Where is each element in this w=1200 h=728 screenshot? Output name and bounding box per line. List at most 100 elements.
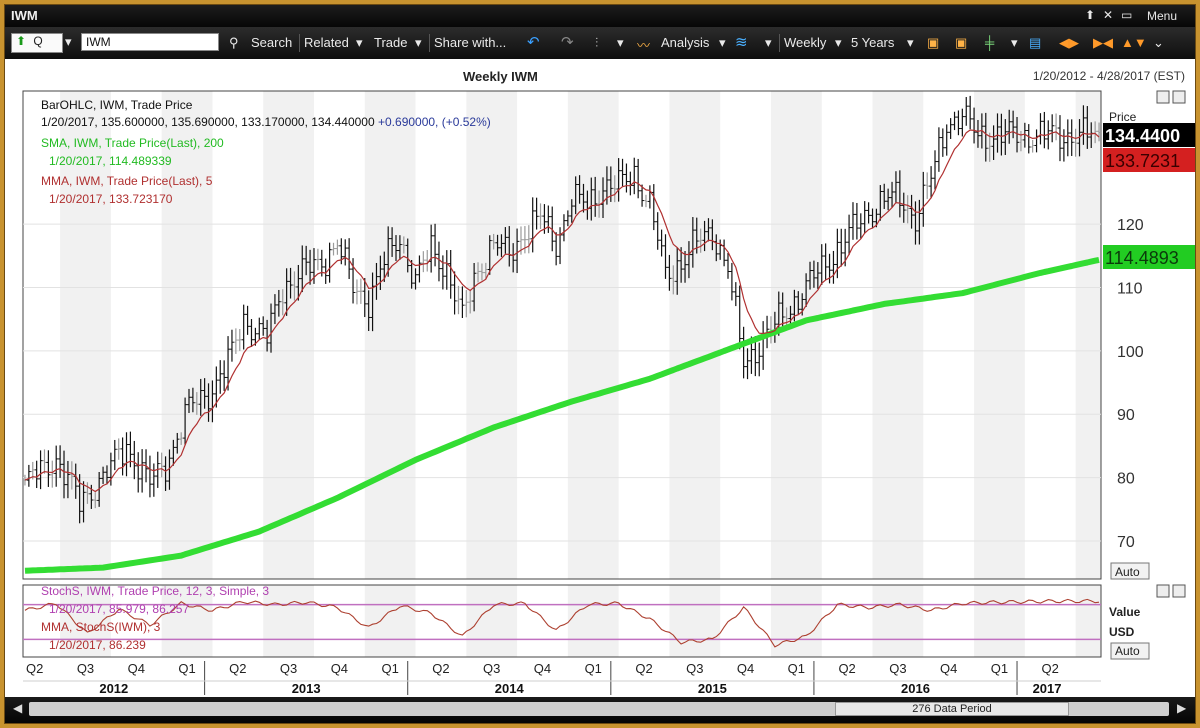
- quarter-band: [1075, 91, 1101, 579]
- sma-200-line: [24, 256, 1100, 574]
- chevron-down-icon[interactable]: ▾: [907, 35, 914, 50]
- studies-icon[interactable]: ≋: [735, 34, 748, 51]
- x-quarter-label: Q3: [889, 661, 906, 676]
- chart-window: IWM ⬆ ✕ ▭ Menu ⬆ Q ▾ IWM ⚲ Search Relate…: [4, 4, 1196, 724]
- legend-stoch-title: StochS, IWM, Trade Price, 12, 3, Simple,…: [41, 584, 269, 598]
- scroll-left-icon[interactable]: ◀: [13, 701, 23, 715]
- price-auto-button[interactable]: [1110, 562, 1150, 580]
- undo-icon[interactable]: ↶: [527, 34, 540, 51]
- quarter-band: [974, 585, 1025, 657]
- quarter-band: [161, 91, 213, 579]
- sma-200-path: [24, 256, 1100, 574]
- scroll-right-icon[interactable]: ▶: [1177, 701, 1187, 715]
- redo-icon[interactable]: ↷: [561, 34, 574, 51]
- x-year-label: 2016: [901, 681, 930, 696]
- close-panel-icon[interactable]: [1172, 90, 1186, 104]
- y-tick-label: 110: [1117, 280, 1143, 297]
- crosshair-icon[interactable]: ╪: [985, 35, 995, 50]
- search-icon[interactable]: ⚲: [229, 35, 239, 50]
- bar-style-icon[interactable]: ⫶: [595, 35, 599, 50]
- x-quarter-label: Q2: [838, 661, 855, 676]
- scroll-thumb[interactable]: 276 Data Period: [835, 702, 1069, 716]
- legend-main-values: 1/20/2017, 135.600000, 135.690000, 133.1…: [41, 115, 491, 129]
- price-axis-labels: Price 134.4400 133.7231 114.4893 Auto: [1103, 90, 1195, 580]
- legend-main-title: BarOHLC, IWM, Trade Price: [41, 98, 193, 112]
- x-year-label: 2017: [1033, 681, 1062, 696]
- x-quarter-label: Q4: [737, 661, 754, 676]
- main-legend: BarOHLC, IWM, Trade Price 1/20/2017, 135…: [41, 98, 491, 206]
- legend-main-change: +0.690000, (+0.52%): [378, 115, 491, 129]
- chevron-down-icon[interactable]: ▾: [719, 35, 726, 50]
- pin-icon[interactable]: ⬆: [1085, 8, 1096, 22]
- time-scroll-bar[interactable]: ◀ 276 Data Period ▶: [5, 697, 1195, 723]
- legend-stoch-mma-value: 1/20/2017, 86.239: [49, 638, 146, 652]
- compare-icon[interactable]: ▣: [955, 35, 968, 50]
- stoch-value-label: Value: [1109, 605, 1141, 619]
- legend-mma-value: 1/20/2017, 133.723170: [49, 192, 173, 206]
- toolbar-divider: [299, 34, 300, 52]
- symbol-mode-dropdown[interactable]: ⬆ Q: [11, 33, 63, 53]
- search-button[interactable]: Search: [251, 35, 293, 50]
- zoom-vertical-icon[interactable]: ▲▼: [1121, 35, 1147, 50]
- stoch-auto-label: Auto: [1115, 644, 1140, 658]
- price-axis-label: Price: [1109, 110, 1137, 124]
- stoch-legend: StochS, IWM, Trade Price, 12, 3, Simple,…: [41, 584, 269, 652]
- stoch-auto-button[interactable]: [1110, 642, 1150, 660]
- zoom-icon[interactable]: ▶◀: [1093, 35, 1113, 50]
- legend-stoch-mma-title: MMA, StochS(IWM), 3: [41, 620, 161, 634]
- layout-icon[interactable]: ▤: [1029, 35, 1042, 50]
- quarter-band: [466, 585, 518, 657]
- scroll-track[interactable]: 276 Data Period: [29, 702, 1169, 716]
- chevron-down-icon[interactable]: ▾: [835, 35, 842, 50]
- quarter-band: [567, 91, 619, 579]
- x-year-label: 2012: [99, 681, 128, 696]
- chevron-down-icon[interactable]: ▾: [356, 35, 363, 50]
- x-quarter-label: Q2: [635, 661, 652, 676]
- y-tick-label: 80: [1117, 471, 1135, 488]
- legend-mma-title: MMA, IWM, Trade Price(Last), 5: [41, 174, 213, 188]
- line-chart-icon[interactable]: ▣: [927, 35, 940, 50]
- maximize-panel-icon[interactable]: [1156, 584, 1170, 598]
- x-quarter-label: Q4: [128, 661, 145, 676]
- related-button[interactable]: Related: [304, 35, 349, 50]
- stoch-axis-labels: Value USD Auto: [1109, 584, 1186, 660]
- chevron-down-icon[interactable]: ▾: [415, 35, 422, 50]
- price-auto-label: Auto: [1115, 565, 1140, 579]
- analysis-icon[interactable]: 〰: [637, 38, 651, 53]
- trade-button[interactable]: Trade: [374, 35, 408, 50]
- range-dropdown[interactable]: 5 Years: [851, 35, 895, 50]
- share-button[interactable]: Share with...: [434, 35, 507, 50]
- window-icon[interactable]: ▭: [1121, 8, 1133, 22]
- more-icon[interactable]: ⌄: [1153, 35, 1164, 50]
- symbol-mode-label: Q: [33, 34, 43, 48]
- quarter-band: [364, 585, 416, 657]
- mma-5-path: [24, 129, 1100, 493]
- close-icon[interactable]: ✕: [1103, 8, 1114, 22]
- mma-tag-bg: [1103, 148, 1195, 172]
- maximize-panel-icon[interactable]: [1156, 90, 1170, 104]
- chevron-down-icon[interactable]: ▾: [617, 35, 624, 50]
- legend-sma-value: 1/20/2017, 114.489339: [49, 154, 172, 168]
- date-range: 1/20/2012 - 4/28/2017 (EST): [1032, 69, 1185, 83]
- chevron-down-icon[interactable]: ▾: [65, 34, 72, 49]
- quarter-band: [872, 91, 924, 579]
- close-panel-icon[interactable]: [1172, 584, 1186, 598]
- title-bar: IWM ⬆ ✕ ▭ Menu: [5, 5, 1195, 27]
- stoch-path: [24, 598, 1100, 648]
- analysis-button[interactable]: Analysis: [661, 35, 710, 50]
- price-panel-background: [22, 90, 1102, 580]
- stoch-panel-background: [22, 584, 1102, 658]
- chart-header: Weekly IWM 1/20/2012 - 4/28/2017 (EST): [5, 59, 1195, 89]
- chevron-down-icon[interactable]: ▾: [765, 35, 772, 50]
- x-quarter-label: Q4: [940, 661, 957, 676]
- scroll-left-right-icon[interactable]: ◀▶: [1059, 35, 1079, 50]
- menu-button[interactable]: Menu: [1146, 9, 1177, 23]
- quarter-band: [669, 91, 721, 579]
- interval-dropdown[interactable]: Weekly: [784, 35, 827, 50]
- chevron-down-icon[interactable]: ▾: [1011, 35, 1018, 50]
- symbol-input[interactable]: IWM: [81, 33, 219, 51]
- quarter-band: [161, 585, 213, 657]
- axes: Q2 Q3 Q4 Q1 Q2 Q3 Q4 Q1 Q2 Q3 Q4 Q1 Q2 Q3 Q4 Q1 Q2 Q3 Q4 Q1…: [23, 661, 1101, 696]
